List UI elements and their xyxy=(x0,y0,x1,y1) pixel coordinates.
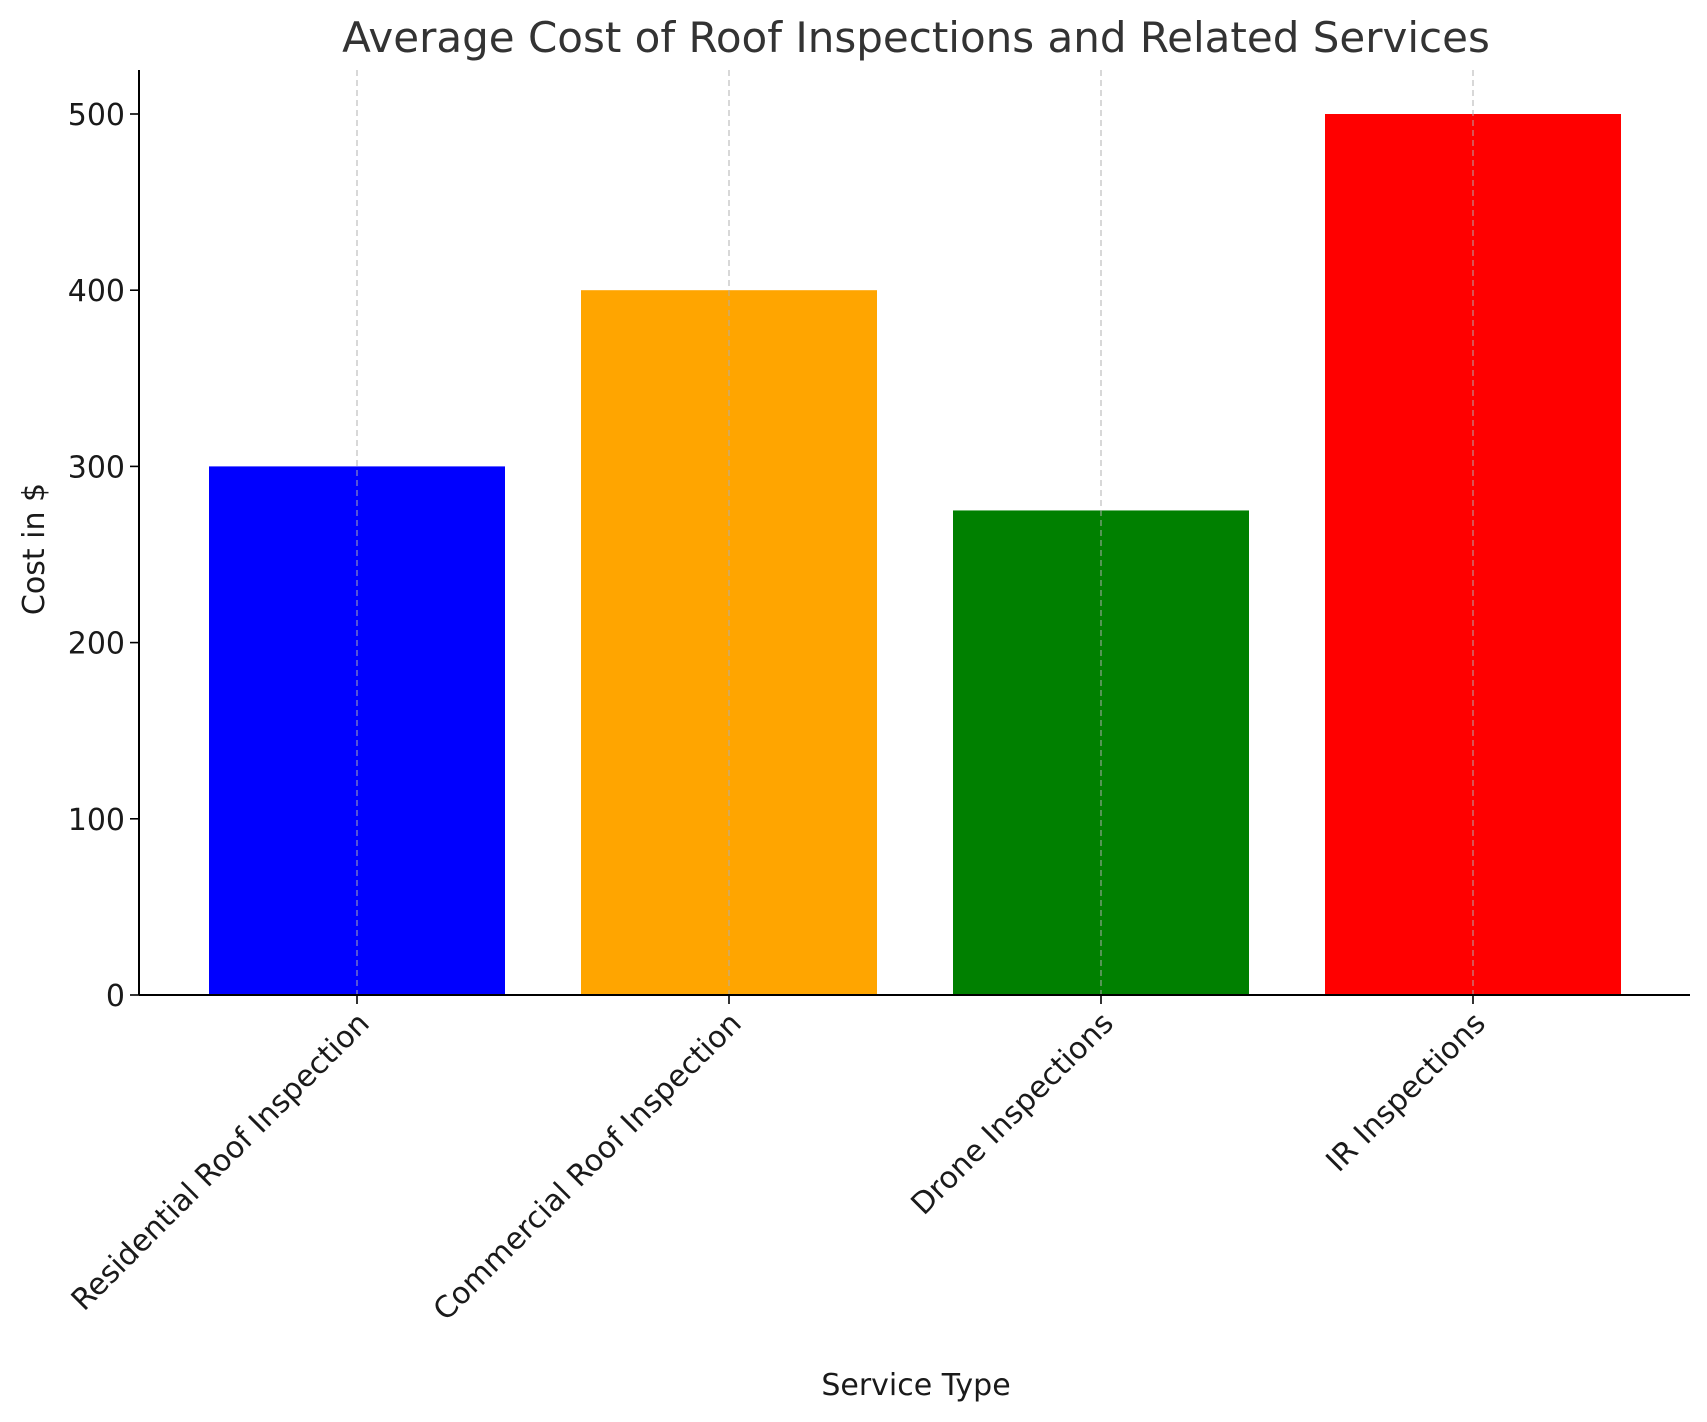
x-axis-ticks: Residential Roof Inspection Commercial Ro… xyxy=(65,995,1493,1328)
x-tick-label: Drone Inspections xyxy=(904,1006,1120,1222)
y-axis-label: Cost in $ xyxy=(17,483,52,615)
y-tick-label: 400 xyxy=(68,274,125,309)
bars xyxy=(209,114,1621,995)
x-tick-label: Commercial Roof Inspection xyxy=(427,1006,749,1328)
x-axis-label: Service Type xyxy=(821,1368,1010,1403)
axes xyxy=(138,70,1690,996)
y-tick-label: 500 xyxy=(68,98,125,133)
y-tick-label: 100 xyxy=(68,803,125,838)
grid-lines-front xyxy=(356,70,1474,995)
x-tick-label: IR Inspections xyxy=(1320,1006,1493,1179)
y-tick-label: 300 xyxy=(68,450,125,485)
x-tick-label: Residential Roof Inspection xyxy=(65,1006,377,1318)
y-tick-label: 200 xyxy=(68,627,125,662)
y-axis-ticks: 0 100 200 300 400 500 xyxy=(68,98,139,1014)
y-tick-label: 0 xyxy=(106,979,125,1014)
chart-title: Average Cost of Roof Inspections and Rel… xyxy=(342,13,1490,62)
